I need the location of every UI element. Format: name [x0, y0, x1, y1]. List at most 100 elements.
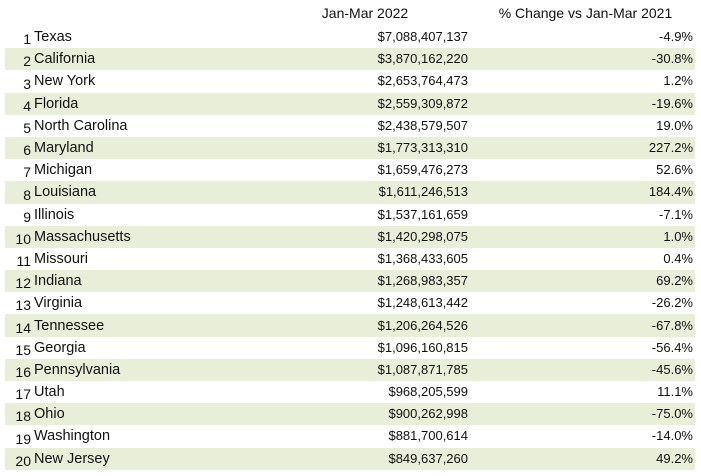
row-rank: 12	[5, 270, 34, 293]
row-state: Virginia	[34, 292, 254, 315]
row-state: Washington	[34, 425, 254, 448]
row-rank: 13	[5, 292, 34, 315]
row-change: -56.4%	[476, 336, 695, 359]
row-change: -30.8%	[476, 48, 695, 71]
row-change: 69.2%	[476, 270, 695, 293]
table-row: 11 Missouri $1,368,433,605 0.4%	[5, 247, 695, 271]
row-value: $1,096,160,815	[254, 336, 476, 359]
row-state: Maryland	[34, 136, 254, 160]
table-row: 13 Virginia $1,248,613,442 -26.2%	[5, 292, 695, 315]
row-change: 19.0%	[476, 114, 695, 137]
table-body: 1 Texas $7,088,407,137 -4.9% 2 California $3,8…	[5, 26, 695, 470]
table-row: 6 Maryland $1,773,313,310 227.2%	[5, 136, 695, 160]
header-state	[34, 0, 254, 26]
header-rank	[5, 0, 34, 26]
row-change: 49.2%	[476, 447, 695, 470]
row-rank: 6	[5, 136, 34, 160]
row-state: Georgia	[34, 336, 254, 359]
row-state: Illinois	[34, 203, 254, 226]
row-rank: 15	[5, 336, 34, 359]
table-row: 16 Pennsylvania $1,087,871,785 -45.6%	[5, 358, 695, 381]
row-rank: 18	[5, 403, 34, 426]
row-change: -14.0%	[476, 425, 695, 448]
row-value: $1,611,246,513	[254, 181, 476, 204]
table-row: 20 New Jersey $849,637,260 49.2%	[5, 447, 695, 470]
row-change: -26.2%	[476, 292, 695, 315]
row-value: $1,659,476,273	[254, 159, 476, 182]
table-row: 4 Florida $2,559,309,872 -19.6%	[5, 92, 695, 115]
row-state: Pennsylvania	[34, 358, 254, 381]
row-rank: 11	[5, 247, 34, 271]
row-state: Ohio	[34, 403, 254, 426]
row-change: -4.9%	[476, 26, 695, 49]
row-value: $1,248,613,442	[254, 292, 476, 315]
row-change: 52.6%	[476, 159, 695, 182]
row-rank: 5	[5, 114, 34, 137]
table-row: 18 Ohio $900,262,998 -75.0%	[5, 403, 695, 426]
table-row: 5 North Carolina $2,438,579,507 19.0%	[5, 114, 695, 137]
row-rank: 4	[5, 92, 34, 115]
row-change: 227.2%	[476, 136, 695, 160]
row-value: $2,653,764,473	[254, 70, 476, 93]
row-change: 11.1%	[476, 381, 695, 404]
table-row: 10 Massachusetts $1,420,298,075 1.0%	[5, 225, 695, 248]
row-rank: 14	[5, 314, 34, 337]
row-value: $2,438,579,507	[254, 114, 476, 137]
row-rank: 17	[5, 381, 34, 404]
row-value: $968,205,599	[254, 381, 476, 404]
table-row: 2 California $3,870,162,220 -30.8%	[5, 48, 695, 71]
row-rank: 16	[5, 358, 34, 381]
row-change: -19.6%	[476, 92, 695, 115]
table-row: 19 Washington $881,700,614 -14.0%	[5, 425, 695, 448]
row-value: $1,773,313,310	[254, 136, 476, 160]
row-state: North Carolina	[34, 114, 254, 137]
table-row: 17 Utah $968,205,599 11.1%	[5, 381, 695, 404]
row-value: $1,537,161,659	[254, 203, 476, 226]
row-change: 1.2%	[476, 70, 695, 93]
row-state: Tennessee	[34, 314, 254, 337]
row-rank: 10	[5, 225, 34, 248]
row-state: Louisiana	[34, 181, 254, 204]
row-change: 184.4%	[476, 181, 695, 204]
table-row: 15 Georgia $1,096,160,815 -56.4%	[5, 336, 695, 359]
row-rank: 8	[5, 181, 34, 204]
row-change: 0.4%	[476, 247, 695, 271]
row-state: Utah	[34, 381, 254, 404]
header-change: % Change vs Jan-Mar 2021	[498, 5, 673, 21]
row-value: $900,262,998	[254, 403, 476, 426]
row-value: $7,088,407,137	[254, 26, 476, 49]
row-rank: 19	[5, 425, 34, 448]
row-change: -67.8%	[476, 314, 695, 337]
row-value: $1,420,298,075	[254, 225, 476, 248]
row-state: Texas	[34, 26, 254, 49]
row-value: $1,206,264,526	[254, 314, 476, 337]
table-row: 12 Indiana $1,268,983,357 69.2%	[5, 270, 695, 293]
row-change: -45.6%	[476, 358, 695, 381]
row-value: $881,700,614	[254, 425, 476, 448]
row-rank: 3	[5, 70, 34, 93]
table-row: 8 Louisiana $1,611,246,513 184.4%	[5, 181, 695, 204]
row-rank: 20	[5, 447, 34, 470]
row-state: Indiana	[34, 270, 254, 293]
row-state: New Jersey	[34, 447, 254, 470]
row-state: California	[34, 48, 254, 71]
row-value: $1,368,433,605	[254, 247, 476, 271]
row-value: $849,637,260	[254, 447, 476, 470]
row-value: $1,268,983,357	[254, 270, 476, 293]
row-rank: 1	[5, 26, 34, 49]
header-row: Jan-Mar 2022 % Change vs Jan-Mar 2021	[5, 0, 695, 26]
row-change: 1.0%	[476, 225, 695, 248]
row-change: -7.1%	[476, 203, 695, 226]
row-state: New York	[34, 70, 254, 93]
table-row: 7 Michigan $1,659,476,273 52.6%	[5, 159, 695, 182]
row-state: Massachusetts	[34, 225, 254, 248]
row-value: $2,559,309,872	[254, 92, 476, 115]
row-value: $3,870,162,220	[254, 48, 476, 71]
table-row: 1 Texas $7,088,407,137 -4.9%	[5, 26, 695, 49]
table-row: 3 New York $2,653,764,473 1.2%	[5, 70, 695, 93]
header-value: Jan-Mar 2022	[321, 5, 409, 21]
row-state: Florida	[34, 92, 254, 115]
table-row: 14 Tennessee $1,206,264,526 -67.8%	[5, 314, 695, 337]
row-state: Missouri	[34, 247, 254, 271]
